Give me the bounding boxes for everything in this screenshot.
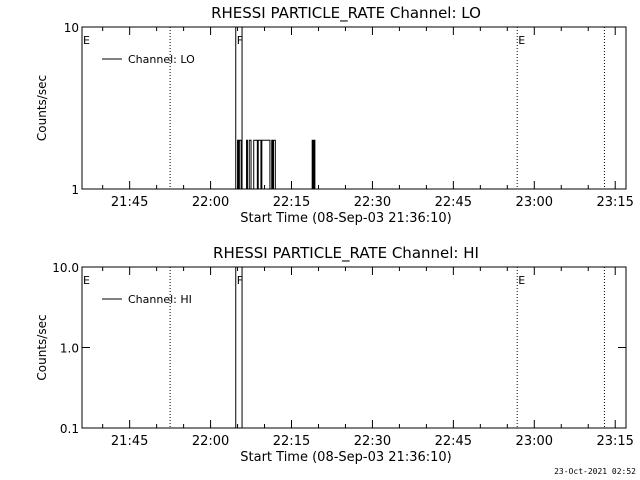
event-marker-label: E xyxy=(518,34,525,47)
generation-timestamp: 23-Oct-2021 02:52 xyxy=(554,467,636,476)
legend-label: Channel: HI xyxy=(128,293,192,306)
x-tick-label: 22:00 xyxy=(192,434,229,449)
x-tick-label: 22:45 xyxy=(435,434,472,449)
x-tick-label: 21:45 xyxy=(111,434,148,449)
x-tick-label: 23:00 xyxy=(516,195,553,210)
plot-frame xyxy=(81,266,627,429)
x-tick-label: 22:45 xyxy=(435,195,472,210)
chart-title: RHESSI PARTICLE_RATE Channel: HI xyxy=(213,244,479,263)
x-tick-label: 22:30 xyxy=(354,195,391,210)
x-tick-label: 22:00 xyxy=(192,195,229,210)
x-tick-label: 22:15 xyxy=(273,434,310,449)
y-tick-label: 1.0 xyxy=(60,342,79,356)
event-marker-label: E xyxy=(83,34,90,47)
x-tick-label: 23:15 xyxy=(596,434,633,449)
x-tick-label: 22:30 xyxy=(354,434,391,449)
chart-title: RHESSI PARTICLE_RATE Channel: LO xyxy=(211,4,481,23)
y-tick-label: 10.0 xyxy=(52,261,79,275)
y-axis-label: Counts/sec xyxy=(35,314,49,380)
x-tick-label: 22:15 xyxy=(273,195,310,210)
event-marker-label: E xyxy=(518,274,525,287)
plot-frame xyxy=(81,26,627,190)
y-tick-label: 0.1 xyxy=(60,422,79,436)
series-line xyxy=(236,139,316,190)
x-tick-label: 23:00 xyxy=(516,434,553,449)
x-tick-label: 23:15 xyxy=(596,195,633,210)
legend-label: Channel: LO xyxy=(128,53,195,66)
x-axis-label: Start Time (08-Sep-03 21:36:10) xyxy=(240,211,451,226)
event-marker-label: F xyxy=(237,274,243,287)
x-tick-label: 21:45 xyxy=(111,195,148,210)
x-axis-label: Start Time (08-Sep-03 21:36:10) xyxy=(240,450,451,465)
y-tick-label: 1 xyxy=(71,183,79,197)
event-marker-label: E xyxy=(83,274,90,287)
y-axis-label: Counts/sec xyxy=(35,75,49,141)
y-tick-label: 10 xyxy=(64,21,79,35)
event-marker-label: F xyxy=(237,34,243,47)
